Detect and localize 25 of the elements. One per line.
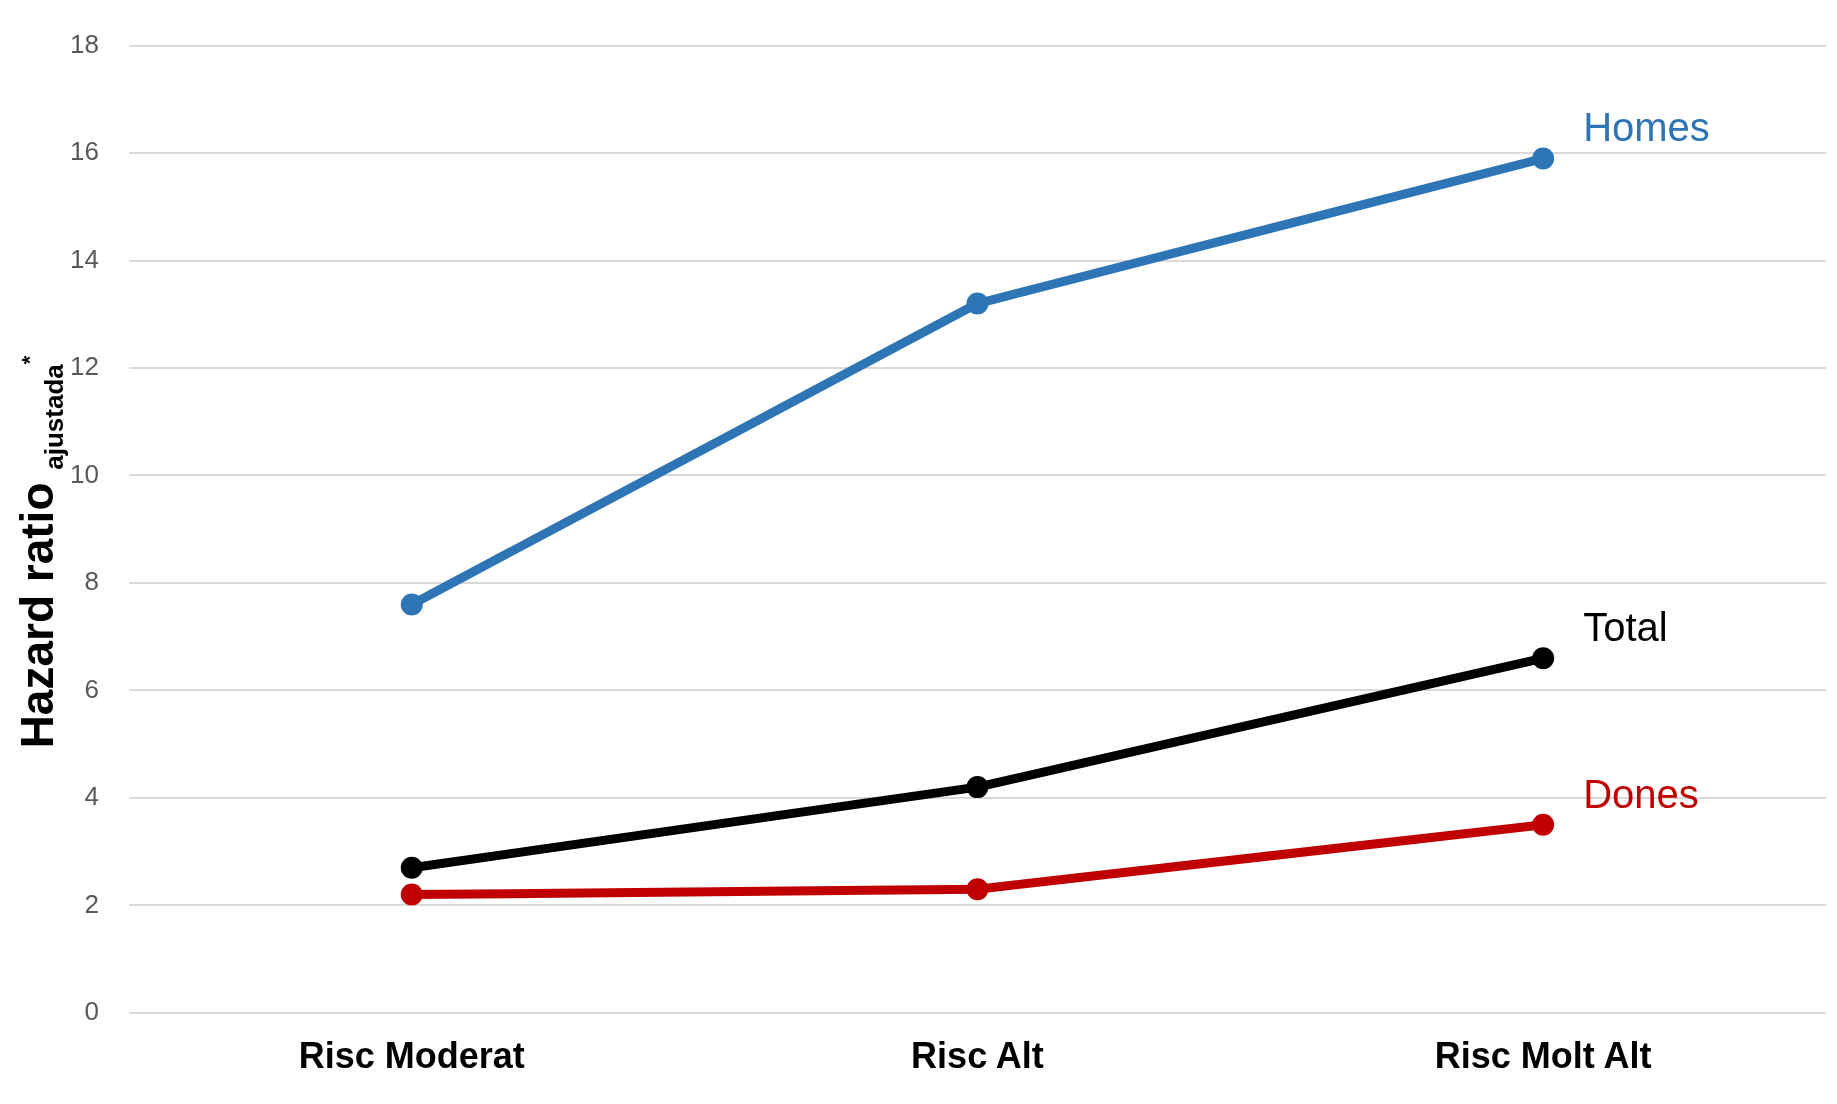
y-tick-label: 6 (84, 673, 99, 704)
x-tick-label: Risc Alt (911, 1035, 1044, 1077)
y-tick-label: 10 (70, 458, 99, 489)
point (1532, 647, 1555, 670)
y-tick-label: 4 (84, 781, 99, 812)
y-tick-label: 2 (84, 888, 99, 919)
point (1532, 147, 1555, 170)
x-tick-label: Risc Molt Alt (1434, 1035, 1652, 1077)
point (400, 883, 423, 906)
point (966, 878, 989, 901)
point (400, 593, 423, 616)
series-label: Total (1583, 605, 1668, 650)
y-tick-label: 18 (70, 28, 99, 59)
series-label: Homes (1583, 105, 1710, 150)
y-tick-label: 0 (84, 995, 99, 1026)
series-label: Dones (1583, 771, 1699, 816)
y-tick-label: 8 (84, 566, 99, 597)
point (400, 856, 423, 879)
y-tick-label: 14 (70, 243, 99, 274)
point (1532, 813, 1555, 836)
y-tick-label: 12 (70, 351, 99, 382)
x-tick-label: Risc Moderat (298, 1035, 525, 1077)
point (966, 776, 989, 799)
point (966, 292, 989, 315)
y-tick-label: 16 (70, 136, 99, 167)
